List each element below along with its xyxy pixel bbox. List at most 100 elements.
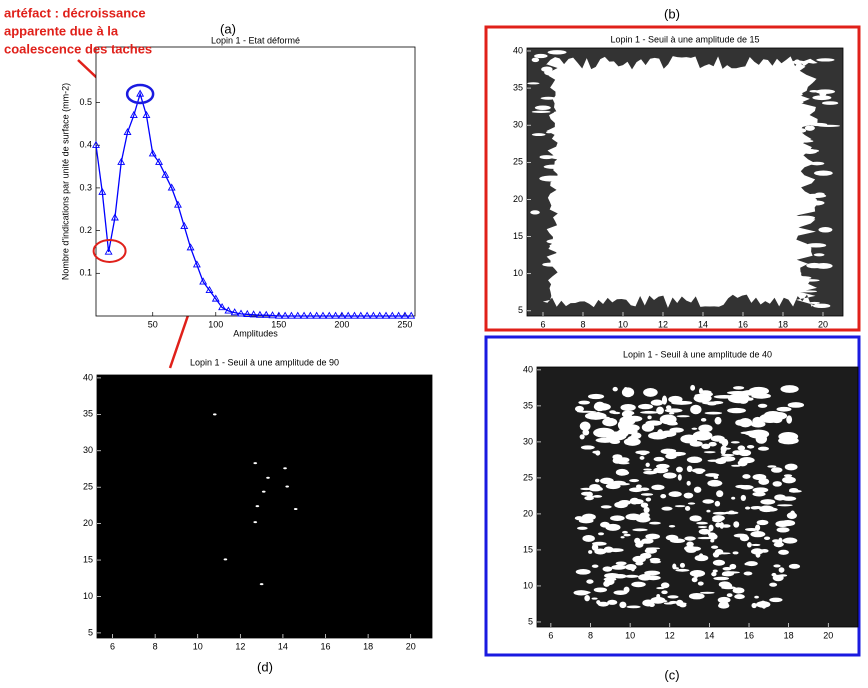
spot xyxy=(630,566,635,572)
spot xyxy=(751,543,761,547)
spot xyxy=(611,564,628,570)
spot xyxy=(635,450,650,455)
spot xyxy=(757,403,768,408)
x-tick-label: 14 xyxy=(704,630,714,640)
spot xyxy=(645,533,660,540)
spot xyxy=(623,586,630,593)
spot xyxy=(710,538,715,543)
image-content xyxy=(573,384,805,609)
spot xyxy=(587,393,605,400)
x-tick-label: 14 xyxy=(278,641,288,651)
y-tick-label: 15 xyxy=(523,544,533,554)
spot xyxy=(650,399,664,406)
flake xyxy=(531,110,551,114)
flake xyxy=(539,175,561,182)
spot xyxy=(645,497,652,502)
spot xyxy=(699,390,712,395)
spot xyxy=(613,590,628,595)
spot xyxy=(714,416,722,425)
marker xyxy=(173,200,182,208)
flake xyxy=(559,260,577,265)
spot xyxy=(661,590,668,595)
spot xyxy=(619,416,636,426)
flake xyxy=(527,82,540,85)
spot xyxy=(758,478,770,485)
spot xyxy=(777,504,793,507)
annotation: coalescence des taches xyxy=(4,41,152,56)
x-tick-label: 18 xyxy=(784,630,794,640)
flake xyxy=(542,262,560,267)
spot xyxy=(668,412,675,415)
spot xyxy=(575,590,591,595)
y-tick-label: 40 xyxy=(523,364,533,374)
spot xyxy=(689,515,702,522)
spot xyxy=(745,527,759,532)
highlight-circle xyxy=(125,83,155,105)
flake xyxy=(540,96,557,100)
spot xyxy=(604,572,621,579)
spot xyxy=(689,569,706,577)
y-tick-label: 5 xyxy=(518,305,523,315)
spot xyxy=(253,462,258,465)
spot xyxy=(684,536,696,541)
spot xyxy=(626,605,641,609)
spot xyxy=(721,453,735,457)
spot xyxy=(669,600,678,604)
spot xyxy=(716,490,724,498)
spot xyxy=(712,559,726,566)
flake xyxy=(561,192,578,198)
marker xyxy=(199,277,208,285)
flake xyxy=(534,53,548,59)
spot xyxy=(782,476,796,484)
spot xyxy=(636,484,642,489)
flake xyxy=(809,301,820,304)
spot xyxy=(686,480,691,486)
spot xyxy=(750,420,766,428)
marker xyxy=(129,110,138,118)
marker xyxy=(161,170,170,178)
spot xyxy=(691,577,698,583)
flake xyxy=(555,287,564,291)
flake xyxy=(814,192,825,197)
marker xyxy=(224,306,233,314)
spot xyxy=(632,555,646,563)
spot xyxy=(751,548,764,555)
marker xyxy=(136,89,145,97)
flake xyxy=(531,133,546,137)
y-tick-label: 0.4 xyxy=(79,140,92,150)
flake xyxy=(818,124,841,127)
spot xyxy=(734,594,745,600)
spot xyxy=(694,393,710,398)
spot xyxy=(660,582,670,589)
flake xyxy=(558,279,580,283)
spot xyxy=(687,502,696,505)
spot xyxy=(776,542,784,546)
flake xyxy=(820,263,830,269)
marker xyxy=(281,311,290,319)
flake xyxy=(557,118,575,123)
spot xyxy=(727,407,746,414)
spot xyxy=(744,562,749,566)
spot xyxy=(615,468,629,476)
spot xyxy=(624,574,639,578)
spot xyxy=(665,405,672,410)
spot xyxy=(631,432,642,439)
marker xyxy=(356,311,365,319)
marker xyxy=(274,311,283,319)
flake xyxy=(802,279,820,282)
annotation: apparente due à la xyxy=(4,23,119,38)
spot xyxy=(645,462,650,468)
marker xyxy=(344,311,353,319)
spot xyxy=(591,564,599,568)
spot xyxy=(647,415,652,420)
spot xyxy=(706,509,711,513)
y-tick-label: 0.2 xyxy=(79,225,92,235)
spot xyxy=(763,509,771,512)
spot xyxy=(223,558,228,561)
spot xyxy=(603,577,617,582)
spot xyxy=(266,476,270,479)
spot xyxy=(640,493,654,496)
x-tick-label: 18 xyxy=(363,641,373,651)
spot xyxy=(640,502,649,508)
spot xyxy=(641,423,655,432)
